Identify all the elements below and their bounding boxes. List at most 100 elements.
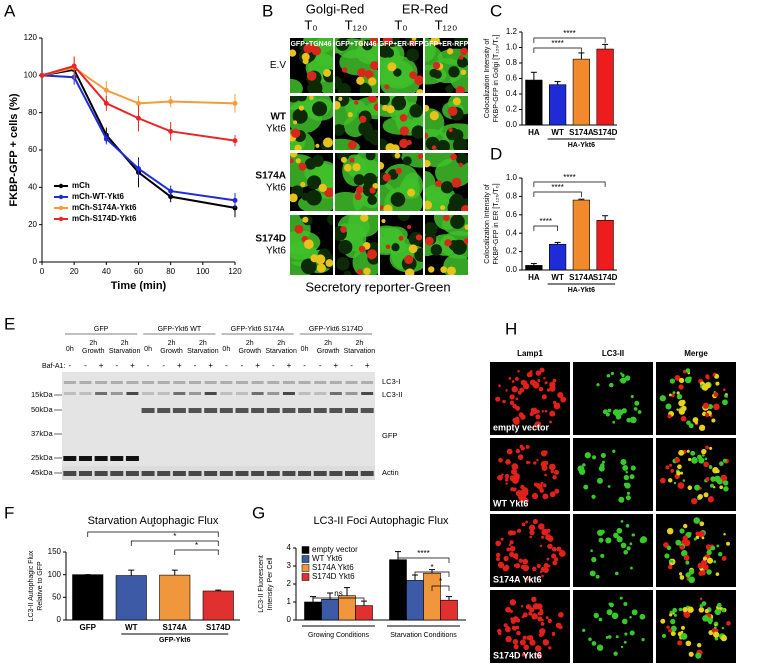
chart-title: LC3-II Foci Autophagic Flux [313,515,449,527]
punctum [629,630,635,636]
band [361,392,374,395]
red-spot [347,140,357,150]
point [232,138,238,144]
punctum [639,613,646,620]
red-spot [300,181,306,188]
punctum [619,596,623,600]
bar [440,599,458,621]
punctum [721,608,726,613]
red-spot [450,153,457,161]
punctum [553,469,560,475]
condition-label: 2h [89,340,97,347]
red-spot [290,153,298,158]
y-tick-label: 100 [48,570,62,579]
punctum [543,562,549,568]
micrograph-content [659,368,728,431]
punctum [497,628,502,634]
punctum [680,399,686,405]
punctum [546,528,551,533]
punctum [668,393,672,397]
nucleus [359,84,372,93]
baf-sign: - [303,361,306,370]
sig-bracket [533,225,558,231]
baf-sign: - [162,361,165,370]
series-line [41,74,236,202]
red-spot [290,128,301,138]
y-tick-label: 1.0 [506,43,518,52]
red-spot [382,173,391,182]
condition-label: Starvation [187,348,219,355]
punctum [722,480,729,486]
punctum [633,407,638,411]
punctum [590,549,593,553]
punctum [624,375,631,381]
nucleus [327,215,333,226]
punctum [697,562,704,569]
band [188,408,202,413]
y-tick-label: 60 [28,145,37,154]
micrograph-content [497,596,564,658]
punctum [680,415,687,422]
punctum [596,644,604,652]
red-spot [428,266,435,273]
punctum [720,634,728,642]
punctum [704,382,711,389]
micrograph-content [380,38,423,93]
y-tick-label: 0.6 [506,210,518,219]
punctum [511,625,517,631]
band [63,471,77,476]
band [298,392,311,395]
nucleus [365,153,376,161]
nucleus [436,139,450,150]
red-spot [324,187,333,198]
band-label: Actin [382,468,399,477]
punctum [509,540,514,545]
sig-label: * [195,541,198,550]
punctum [716,469,720,474]
red-spot [370,61,378,71]
punctum [513,644,519,650]
punctum [505,564,509,568]
punctum [605,537,612,544]
punctum [533,598,537,602]
y-tick-label: 120 [24,33,38,42]
punctum [504,473,510,479]
punctum [583,484,589,490]
red-spot [394,153,401,159]
punctum [516,618,521,623]
nucleus [290,96,300,103]
punctum [549,420,552,424]
header: Merge [684,349,708,358]
punctum [678,449,685,456]
band [95,381,108,384]
nucleus [292,108,308,124]
y-tick-label: 0.8 [506,58,518,67]
x-tick-label: 60 [134,267,143,276]
punctum [540,566,546,572]
band [219,471,233,476]
punctum [620,645,624,649]
punctum [613,532,619,539]
punctum [519,444,524,449]
sig-bracket [431,585,450,591]
punctum [614,412,619,417]
band [282,408,296,413]
punctum [716,544,720,548]
punctum [631,533,635,537]
punctum [605,412,610,417]
group-label: GFP-Ykt6 WT [158,326,202,333]
punctum [535,370,542,376]
punctum [623,550,628,555]
punctum [710,545,716,551]
panel-letter: D [490,144,502,163]
point [168,188,174,194]
red-spot [380,161,385,170]
punctum [694,484,701,491]
band [63,392,76,395]
micrograph-content [495,367,567,429]
punctum [726,621,731,626]
punctum [584,452,591,459]
punctum [505,482,508,485]
red-spot [455,86,465,93]
blot-actin [62,466,375,480]
